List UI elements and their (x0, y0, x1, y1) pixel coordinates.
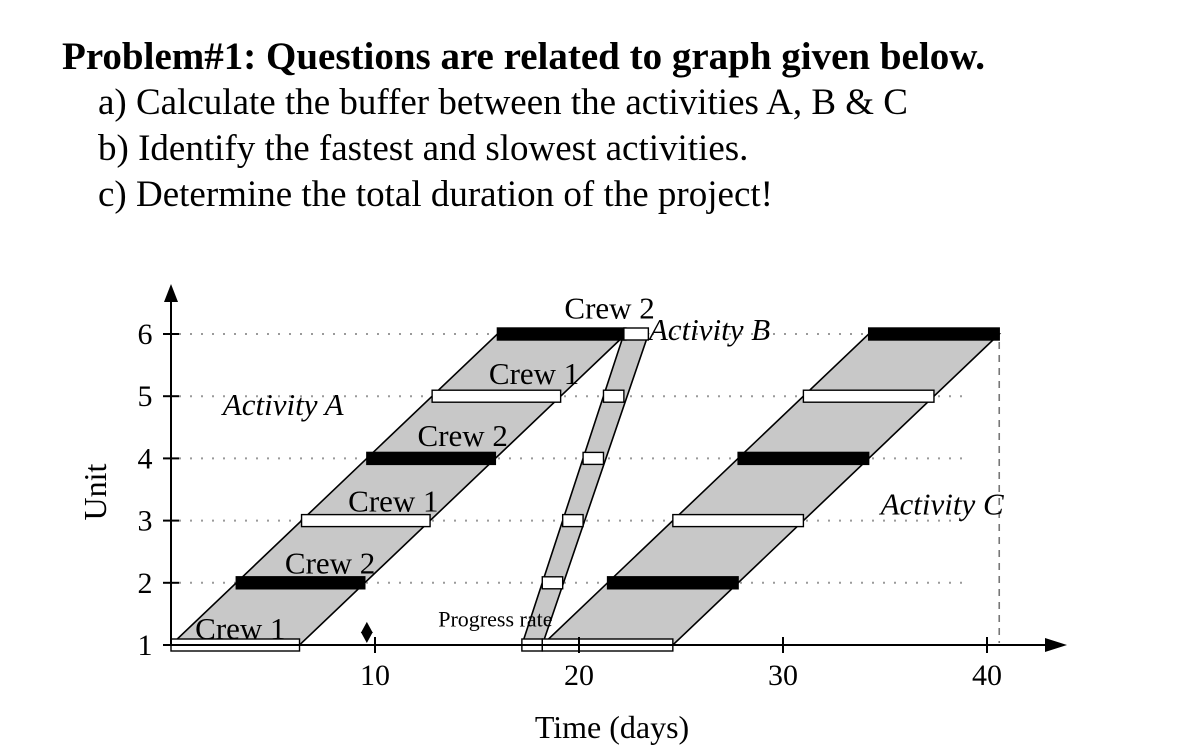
x-tick-label: 40 (972, 659, 1002, 692)
crew-bar (541, 576, 564, 590)
activity-label: Activity A (221, 387, 345, 422)
x-tick-label: 10 (360, 659, 390, 692)
crew-label: Crew 2 (285, 545, 375, 580)
crew-bar (582, 451, 605, 466)
crew-label: Crew 2 (418, 418, 508, 453)
crew-bar (606, 576, 739, 590)
y-axis-title: Unit (77, 463, 113, 520)
crew-bar (737, 451, 870, 466)
crew-bar (602, 389, 625, 403)
question-c: c) Determine the total duration of the p… (98, 174, 773, 215)
question-a: a) Calculate the buffer between the acti… (98, 82, 908, 123)
crew-bar (235, 576, 366, 590)
crew-bar (431, 389, 562, 403)
crew-bar (300, 513, 431, 528)
activity-label: Activity B (647, 312, 770, 347)
activity-label: Activity C (879, 486, 1004, 521)
crew-label: Crew 1 (489, 356, 579, 391)
crew-bar (561, 513, 584, 528)
y-tick-label: 5 (138, 380, 153, 413)
progress-rate-label: Progress rate (438, 606, 552, 631)
crew-label: Crew 1 (348, 483, 438, 518)
crew-bar (366, 451, 497, 466)
progress-rate-arrowhead-up (360, 621, 373, 633)
y-axis-arrow (164, 284, 178, 302)
x-tick-label: 30 (768, 659, 798, 692)
crew-label: Crew 1 (195, 611, 285, 646)
y-tick-label: 1 (138, 629, 153, 662)
y-tick-label: 2 (138, 567, 153, 600)
problem-statement: Problem#1: Questions are related to grap… (0, 0, 1179, 230)
crew-bar (672, 513, 805, 528)
y-tick-label: 3 (138, 505, 153, 538)
x-tick-label: 20 (564, 659, 594, 692)
crew-label: Crew 2 (564, 290, 654, 325)
x-axis-title: Time (days) (535, 709, 689, 745)
crew-bar (623, 327, 650, 341)
problem-title: Problem#1: Questions are related to grap… (62, 35, 985, 78)
y-tick-label: 6 (138, 318, 153, 351)
y-tick-label: 4 (138, 442, 153, 475)
question-b: b) Identify the fastest and slowest acti… (98, 128, 749, 169)
crew-bar (867, 327, 1000, 341)
crew-bar (802, 389, 935, 403)
x-axis-arrow (1045, 638, 1067, 652)
progress-rate-arrowhead-down (360, 632, 373, 643)
question-list: a) Calculate the buffer between the acti… (98, 80, 908, 218)
crew-bar (496, 327, 627, 341)
